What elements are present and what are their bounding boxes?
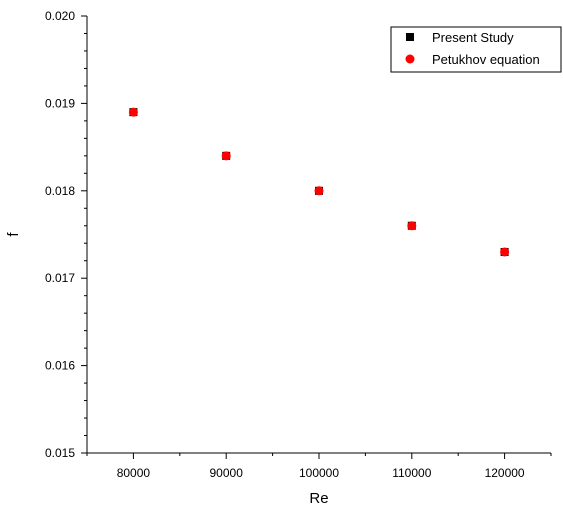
x-tick-label: 110000 — [392, 466, 431, 480]
y-tick-label: 0.016 — [45, 359, 75, 373]
petukhov-equation-point — [500, 247, 510, 257]
x-tick-label: 120000 — [485, 466, 525, 480]
petukhov-equation-point — [407, 221, 417, 231]
legend: Present Study Petukhov equation — [390, 26, 562, 73]
legend-marker-petukhov-equation — [405, 54, 415, 64]
y-axis-title: f — [5, 232, 22, 237]
petukhov-equation-point — [221, 151, 231, 161]
axis-tick-labels: 80000 90000 100000 110000 120000 0.015 0.016 0.… — [45, 9, 525, 480]
y-tick-label: 0.019 — [45, 96, 75, 110]
x-tick-label: 100000 — [299, 466, 339, 480]
petukhov-equation-point — [314, 186, 324, 196]
axis-ticks — [81, 15, 552, 459]
data-points — [128, 107, 510, 257]
x-tick-label: 80000 — [117, 466, 151, 480]
petukhov-equation-point — [128, 107, 138, 117]
legend-marker-present-study — [406, 33, 414, 41]
legend-label-present-study: Present Study — [432, 30, 514, 45]
x-tick-label: 90000 — [210, 466, 244, 480]
x-axis-title: Re — [309, 490, 328, 507]
y-tick-label: 0.020 — [45, 9, 75, 23]
y-tick-label: 0.017 — [45, 271, 75, 285]
y-tick-label: 0.015 — [45, 446, 75, 460]
legend-label-petukhov-equation: Petukhov equation — [432, 52, 540, 67]
legend-box — [390, 26, 562, 73]
y-tick-label: 0.018 — [45, 184, 75, 198]
